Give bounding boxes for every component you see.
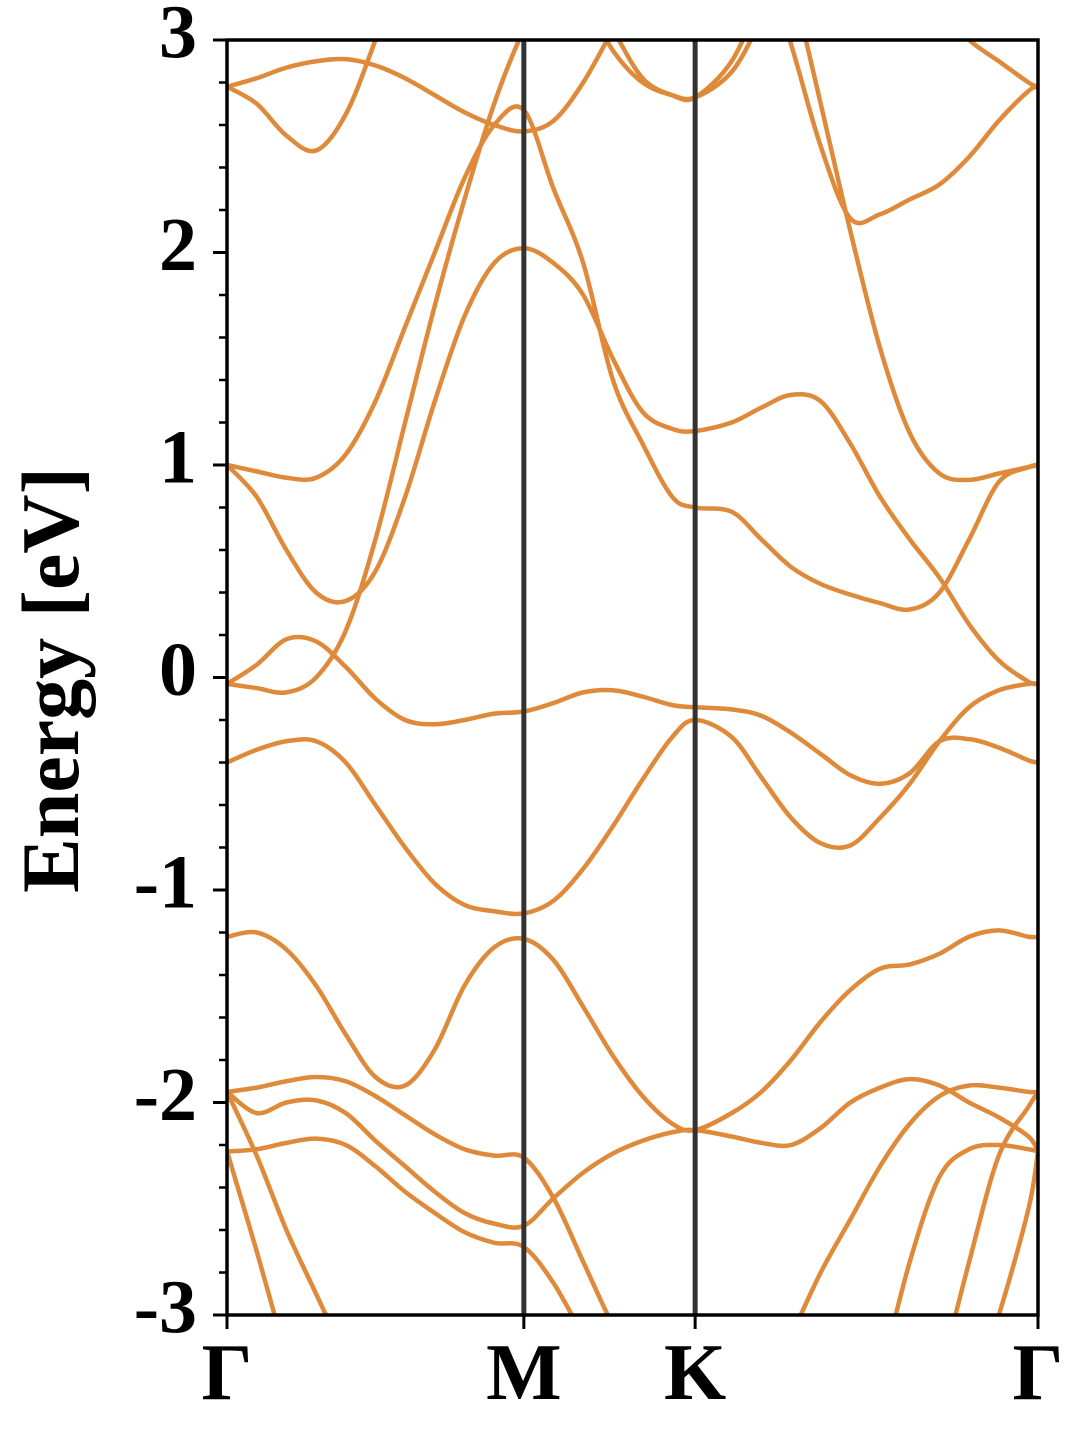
band-line	[787, 40, 1038, 226]
y-tick-label: -2	[134, 1053, 197, 1137]
plot-frame	[225, 38, 1040, 1317]
x-tick-label: M	[486, 1329, 562, 1417]
plot-area	[227, 40, 1038, 1315]
band-line	[227, 246, 1038, 687]
band-line	[616, 40, 746, 103]
y-tick-label: -3	[134, 1265, 197, 1349]
band-line	[996, 1149, 1038, 1315]
band-line	[965, 40, 1038, 89]
band-line	[227, 681, 1038, 917]
band-line	[798, 1082, 1038, 1315]
x-tick-label: Γ	[1013, 1329, 1064, 1417]
band-line	[227, 634, 1038, 787]
band-line	[953, 1089, 1038, 1315]
band-line	[803, 40, 1038, 483]
band-line	[893, 1142, 1038, 1315]
x-tick-label: K	[664, 1329, 726, 1417]
y-tick-label: -1	[134, 840, 197, 924]
band-line	[227, 40, 610, 134]
band-line	[227, 1089, 329, 1315]
y-tick-label: 1	[159, 415, 197, 499]
band-line	[227, 104, 1038, 613]
y-tick-label: 3	[159, 0, 197, 74]
y-tick-label: 2	[159, 203, 197, 287]
band-line	[227, 1076, 1038, 1230]
band-line	[227, 1074, 611, 1315]
x-tick-label: Γ	[202, 1329, 253, 1417]
y-axis-label: Energy [eV]	[5, 467, 96, 893]
band-line	[227, 1149, 277, 1315]
y-tick-label: 0	[159, 628, 197, 712]
band-line	[227, 928, 1038, 1133]
band-line	[227, 40, 378, 154]
